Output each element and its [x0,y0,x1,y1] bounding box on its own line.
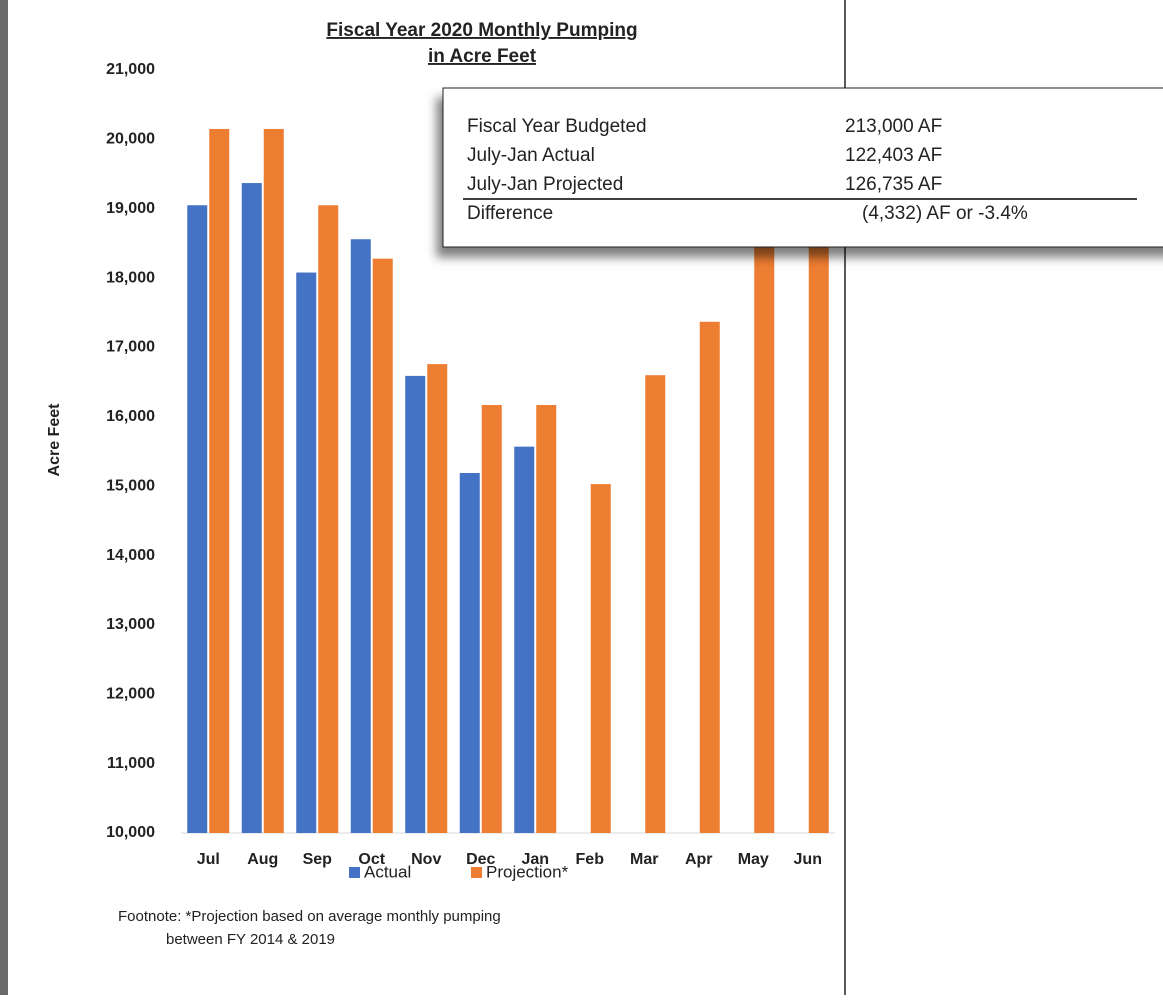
x-tick-label: Oct [358,851,385,868]
summary-label: July-Jan Projected [467,174,623,195]
bar [241,183,262,833]
x-tick-label: Dec [466,851,495,868]
y-tick-label: 11,000 [107,755,155,772]
bar [209,128,230,833]
y-axis-label: Acre Feet [46,403,63,477]
bar [318,205,339,833]
x-tick-label: Jul [197,851,220,868]
x-tick-label: Aug [247,851,278,868]
y-tick-label: 13,000 [106,616,155,633]
legend-label: Actual [364,862,411,881]
bar [514,446,535,833]
y-tick-label: 20,000 [106,131,155,148]
bar [645,375,666,833]
legend-swatch [471,867,482,878]
x-tick-label: Apr [685,851,713,868]
bar [187,205,208,833]
bar [427,364,448,833]
x-tick-label: Mar [630,851,658,868]
legend-swatch [349,867,360,878]
chart-title: Fiscal Year 2020 Monthly Pumping [326,20,637,41]
x-tick-label: Jun [794,851,822,868]
footnote: Footnote: *Projection based on average m… [118,908,501,925]
bar [296,272,317,833]
y-tick-label: 14,000 [106,547,155,564]
summary-value: 213,000 AF [845,116,942,137]
bar [350,239,371,834]
bar [754,174,775,833]
x-tick-label: Sep [303,851,333,868]
summary-label: July-Jan Actual [467,145,595,166]
summary-box-bg [442,87,1163,248]
bar [536,405,557,833]
summary-value: 122,403 AF [845,145,942,166]
bar [590,484,611,833]
y-tick-label: 16,000 [106,408,155,425]
summary-label: Difference [467,203,553,224]
y-tick-label: 12,000 [106,685,155,702]
x-tick-label: May [738,851,769,868]
summary-value: (4,332) AF or -3.4% [862,203,1028,224]
y-tick-label: 10,000 [106,824,155,841]
left-edge [0,0,8,995]
x-tick-label: Feb [576,851,605,868]
y-tick-label: 21,000 [106,61,155,78]
bar [808,174,829,833]
legend-label: Projection* [486,862,569,881]
y-tick-label: 19,000 [106,200,155,217]
x-tick-label: Jan [521,851,549,868]
bar [481,405,502,833]
bar [405,375,426,833]
bar [459,473,480,833]
footnote: between FY 2014 & 2019 [166,931,335,948]
y-tick-label: 18,000 [106,269,155,286]
summary-box: Fiscal Year Budgeted 213,000 AF July-Jan A… [442,87,1163,248]
y-tick-label: 17,000 [106,339,155,356]
x-tick-label: Nov [411,851,441,868]
bar [263,128,284,833]
chart-title: in Acre Feet [428,46,537,67]
bar [372,258,393,834]
summary-value: 126,735 AF [845,174,942,195]
summary-label: Fiscal Year Budgeted [467,116,647,137]
y-tick-label: 15,000 [106,477,155,494]
bar [699,321,720,833]
